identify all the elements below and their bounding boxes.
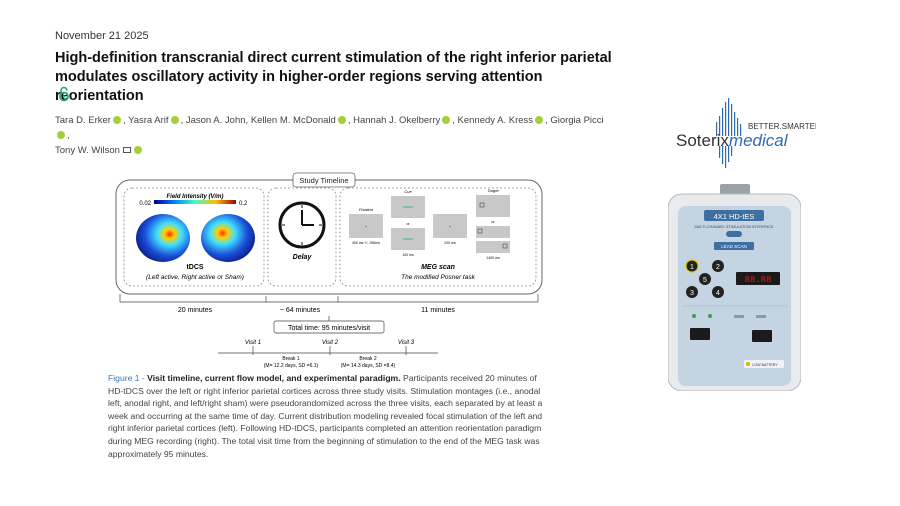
visit-3-label: Visit 3: [398, 340, 415, 346]
tdcs-label: tDCS: [186, 264, 203, 271]
author-name[interactable]: Kennedy A. Kress: [457, 115, 534, 126]
hd-tes-device-image: 4X1 HD-tES MULTI-CHANNEL STIMULATION INT…: [668, 184, 801, 391]
total-time: Total time: 95 minutes/visit: [288, 325, 370, 332]
orcid-icon[interactable]: [337, 115, 346, 124]
svg-text:+: +: [365, 224, 368, 229]
device-subtitle: MULTI-CHANNEL STIMULATION INTERFACE: [694, 225, 774, 229]
posner-target-label: Target: [487, 188, 499, 193]
tdcs-panel: [123, 187, 265, 287]
duration-delay: ~ 64 minutes: [280, 307, 321, 314]
author-name[interactable]: Yasra Arif: [128, 115, 169, 126]
posner-frame-target-1: [476, 195, 510, 217]
logo-brand: Soterix: [676, 131, 729, 150]
duration-meg: 11 minutes: [421, 307, 455, 314]
tdcs-sublabel: (Left active, Right active or Sham): [146, 274, 244, 281]
publication-date: November 21 2025: [55, 30, 149, 42]
brain-left-image: [136, 214, 190, 262]
author-list: Tara D. Erker, Yasra Arif, Jason A. John…: [55, 115, 604, 156]
posner-cue-label: Cue: [404, 189, 412, 194]
caption-text: Participants received 20 minutes of HD-t…: [108, 373, 543, 459]
figure-label[interactable]: Figure 1 -: [108, 373, 148, 383]
device-led-display: [736, 272, 780, 285]
meg-label: MEG scan: [421, 264, 455, 271]
posner-frame-target-3: [476, 241, 510, 253]
orcid-icon[interactable]: [535, 115, 544, 124]
orcid-icon[interactable]: [170, 115, 179, 124]
meg-sublabel: The modified Posner task: [401, 274, 475, 281]
figure-caption: Figure 1 - Visit timeline, current flow …: [108, 372, 553, 460]
posner-time-4: 1400 ms: [486, 256, 500, 260]
author-name[interactable]: Kellen M. McDonald: [250, 115, 336, 126]
brain-right-image: [201, 214, 255, 262]
study-timeline-figure: Study Timeline Field Intensity (V/m) 0.0…: [115, 172, 543, 369]
logo-tagline: BETTER.SMARTER.: [748, 122, 816, 131]
break-2-label: Break 2: [359, 356, 376, 362]
caption-title: Visit timeline, current flow model, and …: [147, 373, 401, 383]
author-name[interactable]: Giorgia Picci: [550, 115, 604, 126]
author-name[interactable]: Tony W. Wilson: [55, 145, 120, 156]
visit-1-label: Visit 1: [245, 340, 261, 346]
device-model: 4X1 HD-tES: [714, 212, 755, 221]
total-time-box: [273, 320, 385, 334]
posner-frame-target-2: [476, 226, 510, 238]
break-1-label: Break 1: [282, 356, 299, 362]
device-low-battery: LOW BATTERY: [752, 363, 778, 367]
timeline-title: Study Timeline: [299, 176, 348, 185]
posner-time-2: 100 ms: [402, 253, 414, 257]
posner-time-3: 200 ms: [444, 241, 456, 245]
svg-text:5: 5: [703, 277, 707, 284]
orcid-icon[interactable]: [442, 115, 451, 124]
meg-panel: [339, 187, 537, 287]
posner-or-1: or: [406, 222, 410, 226]
svg-text:4: 4: [716, 290, 720, 297]
soterix-medical-logo: BETTER.SMARTER. Soterixmedical: [676, 98, 816, 168]
email-icon[interactable]: [122, 146, 131, 153]
author-name[interactable]: Tara D. Erker: [55, 115, 111, 126]
delay-panel: [267, 187, 337, 287]
posner-frame-isi: [433, 214, 467, 238]
svg-text:2: 2: [716, 264, 720, 271]
break-2-stats: (M= 14.3 days, SD =8.4): [341, 363, 396, 369]
device-channel-5: [699, 273, 711, 285]
delay-label: Delay: [293, 254, 313, 261]
svg-text:+: +: [449, 224, 452, 229]
clock-icon: [278, 201, 326, 249]
posner-or-2: or: [491, 220, 495, 224]
break-1-stats: (M= 12.2 days, SD =6.1): [264, 363, 319, 369]
device-channel-4: [712, 286, 724, 298]
orcid-icon[interactable]: [112, 115, 121, 124]
colorbar-max: 0.2: [239, 201, 248, 207]
orcid-icon[interactable]: [57, 130, 65, 139]
svg-text:Soterixmedical: Soterixmedical: [676, 131, 789, 150]
visit-2-label: Visit 2: [322, 340, 339, 346]
svg-text:3: 3: [690, 290, 694, 297]
duration-tdcs: 20 minutes: [178, 307, 213, 314]
device-channel-2: [712, 260, 724, 272]
author-name[interactable]: Hannah J. Okelberry: [353, 115, 441, 126]
posner-frame-fixation: [349, 214, 383, 238]
colorbar-min: 0.02: [139, 201, 151, 207]
colorbar: [154, 200, 236, 204]
open-access-icon: [59, 86, 69, 102]
author-name[interactable]: Jason A. John: [185, 115, 246, 126]
posner-fixation-label: Fixation: [359, 207, 374, 212]
orcid-icon[interactable]: [133, 145, 142, 154]
device-channel-1: [685, 259, 699, 273]
svg-text:88.88: 88.88: [744, 275, 771, 285]
posner-time-1: 400 ms +/- 250ms: [352, 241, 380, 245]
svg-text:1: 1: [690, 264, 694, 271]
device-lead-scan: LEAD SCAN: [721, 244, 747, 249]
article-title: High-definition transcranial direct curr…: [55, 50, 612, 104]
logo-brand-suffix: medical: [729, 131, 789, 150]
device-channel-3: [686, 286, 698, 298]
field-intensity-label: Field Intensity (V/m): [166, 194, 223, 200]
